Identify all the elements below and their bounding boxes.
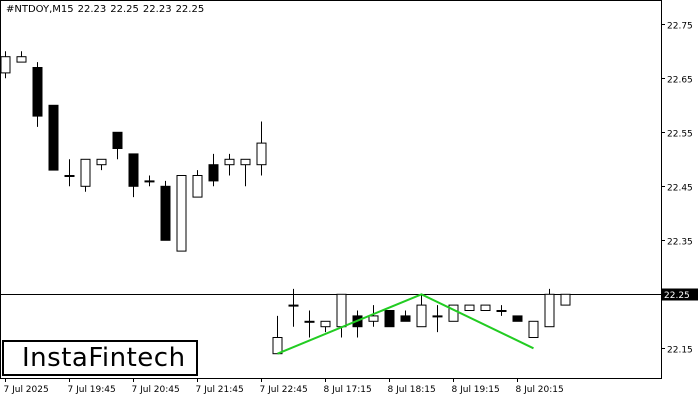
candle-body-bullish <box>448 304 459 322</box>
x-tick-label: 8 Jul 18:15 <box>388 385 436 395</box>
x-tick-label: 7 Jul 2025 <box>4 385 49 395</box>
y-tick-label: 22.75 <box>667 22 693 32</box>
candle-body-bullish <box>16 56 27 63</box>
x-tick-label: 8 Jul 20:15 <box>516 385 564 395</box>
candle-body-bullish <box>240 158 251 166</box>
candle-body-bullish <box>96 158 107 166</box>
candle-body-bullish <box>144 180 155 183</box>
candle-body-bullish <box>464 304 475 312</box>
candle-body-bullish <box>336 293 347 328</box>
symbol-label: #NTDOY,M15 <box>6 4 74 15</box>
y-tick-label: 22.55 <box>667 130 693 140</box>
x-tick-label: 7 Jul 22:45 <box>260 385 308 395</box>
candle-body-bullish <box>368 315 379 322</box>
candle-body-bearish <box>112 131 123 150</box>
y-tick-label: 22.15 <box>667 346 693 356</box>
candle-body-bearish <box>400 315 411 322</box>
y-tick-label: 22.65 <box>667 76 693 86</box>
x-tick-label: 7 Jul 21:45 <box>196 385 244 395</box>
candle-body-bullish <box>528 320 539 338</box>
candle-body-bullish <box>176 175 187 252</box>
y-tick-label: 22.35 <box>667 238 693 248</box>
x-tick-label: 8 Jul 19:15 <box>452 385 500 395</box>
candle-body-bearish <box>384 310 395 328</box>
candle-body-bullish <box>288 304 299 307</box>
chart-header: #NTDOY,M15 22.23 22.25 22.23 22.25 <box>6 4 208 15</box>
candle-body-bearish <box>160 185 171 241</box>
x-tick-label: 8 Jul 17:15 <box>324 385 372 395</box>
candle-body-bullish <box>416 304 427 328</box>
current-price-label: 22.25 <box>664 291 690 301</box>
candle-body-bullish <box>80 158 91 187</box>
candle-body-bullish <box>0 56 11 74</box>
plot-frame <box>0 0 662 379</box>
double-top-pattern-line <box>277 293 534 355</box>
candle-body-bullish <box>272 337 283 355</box>
brand-logo: InstaFintech <box>2 340 198 376</box>
candle-body-bullish <box>432 315 443 318</box>
candle-body-bullish <box>256 142 267 166</box>
candle-body-bullish <box>192 175 203 198</box>
candle-body-bullish <box>544 293 555 328</box>
candle-body-bearish <box>128 153 139 187</box>
candle-body-bearish <box>48 104 59 171</box>
candle-body-bearish <box>512 315 523 322</box>
candle-body-bullish <box>560 293 571 306</box>
x-tick-label: 7 Jul 19:45 <box>68 385 116 395</box>
candle-body-bullish <box>64 175 75 177</box>
low-value: 22.23 <box>142 4 172 15</box>
high-value: 22.25 <box>110 4 139 15</box>
x-tick-label: 7 Jul 20:45 <box>132 385 180 395</box>
candle-body-bearish <box>32 67 43 117</box>
candle-body-bullish <box>480 304 491 312</box>
candle-body-bullish <box>496 310 507 312</box>
candle-body-bullish <box>224 158 235 166</box>
y-tick-label: 22.45 <box>667 184 693 194</box>
candle-body-bullish <box>304 320 315 323</box>
close-value: 22.25 <box>175 4 205 15</box>
open-value: 22.23 <box>77 4 107 15</box>
candle-body-bullish <box>320 320 331 328</box>
candle-body-bearish <box>208 164 219 182</box>
current-price-tag <box>662 288 698 301</box>
